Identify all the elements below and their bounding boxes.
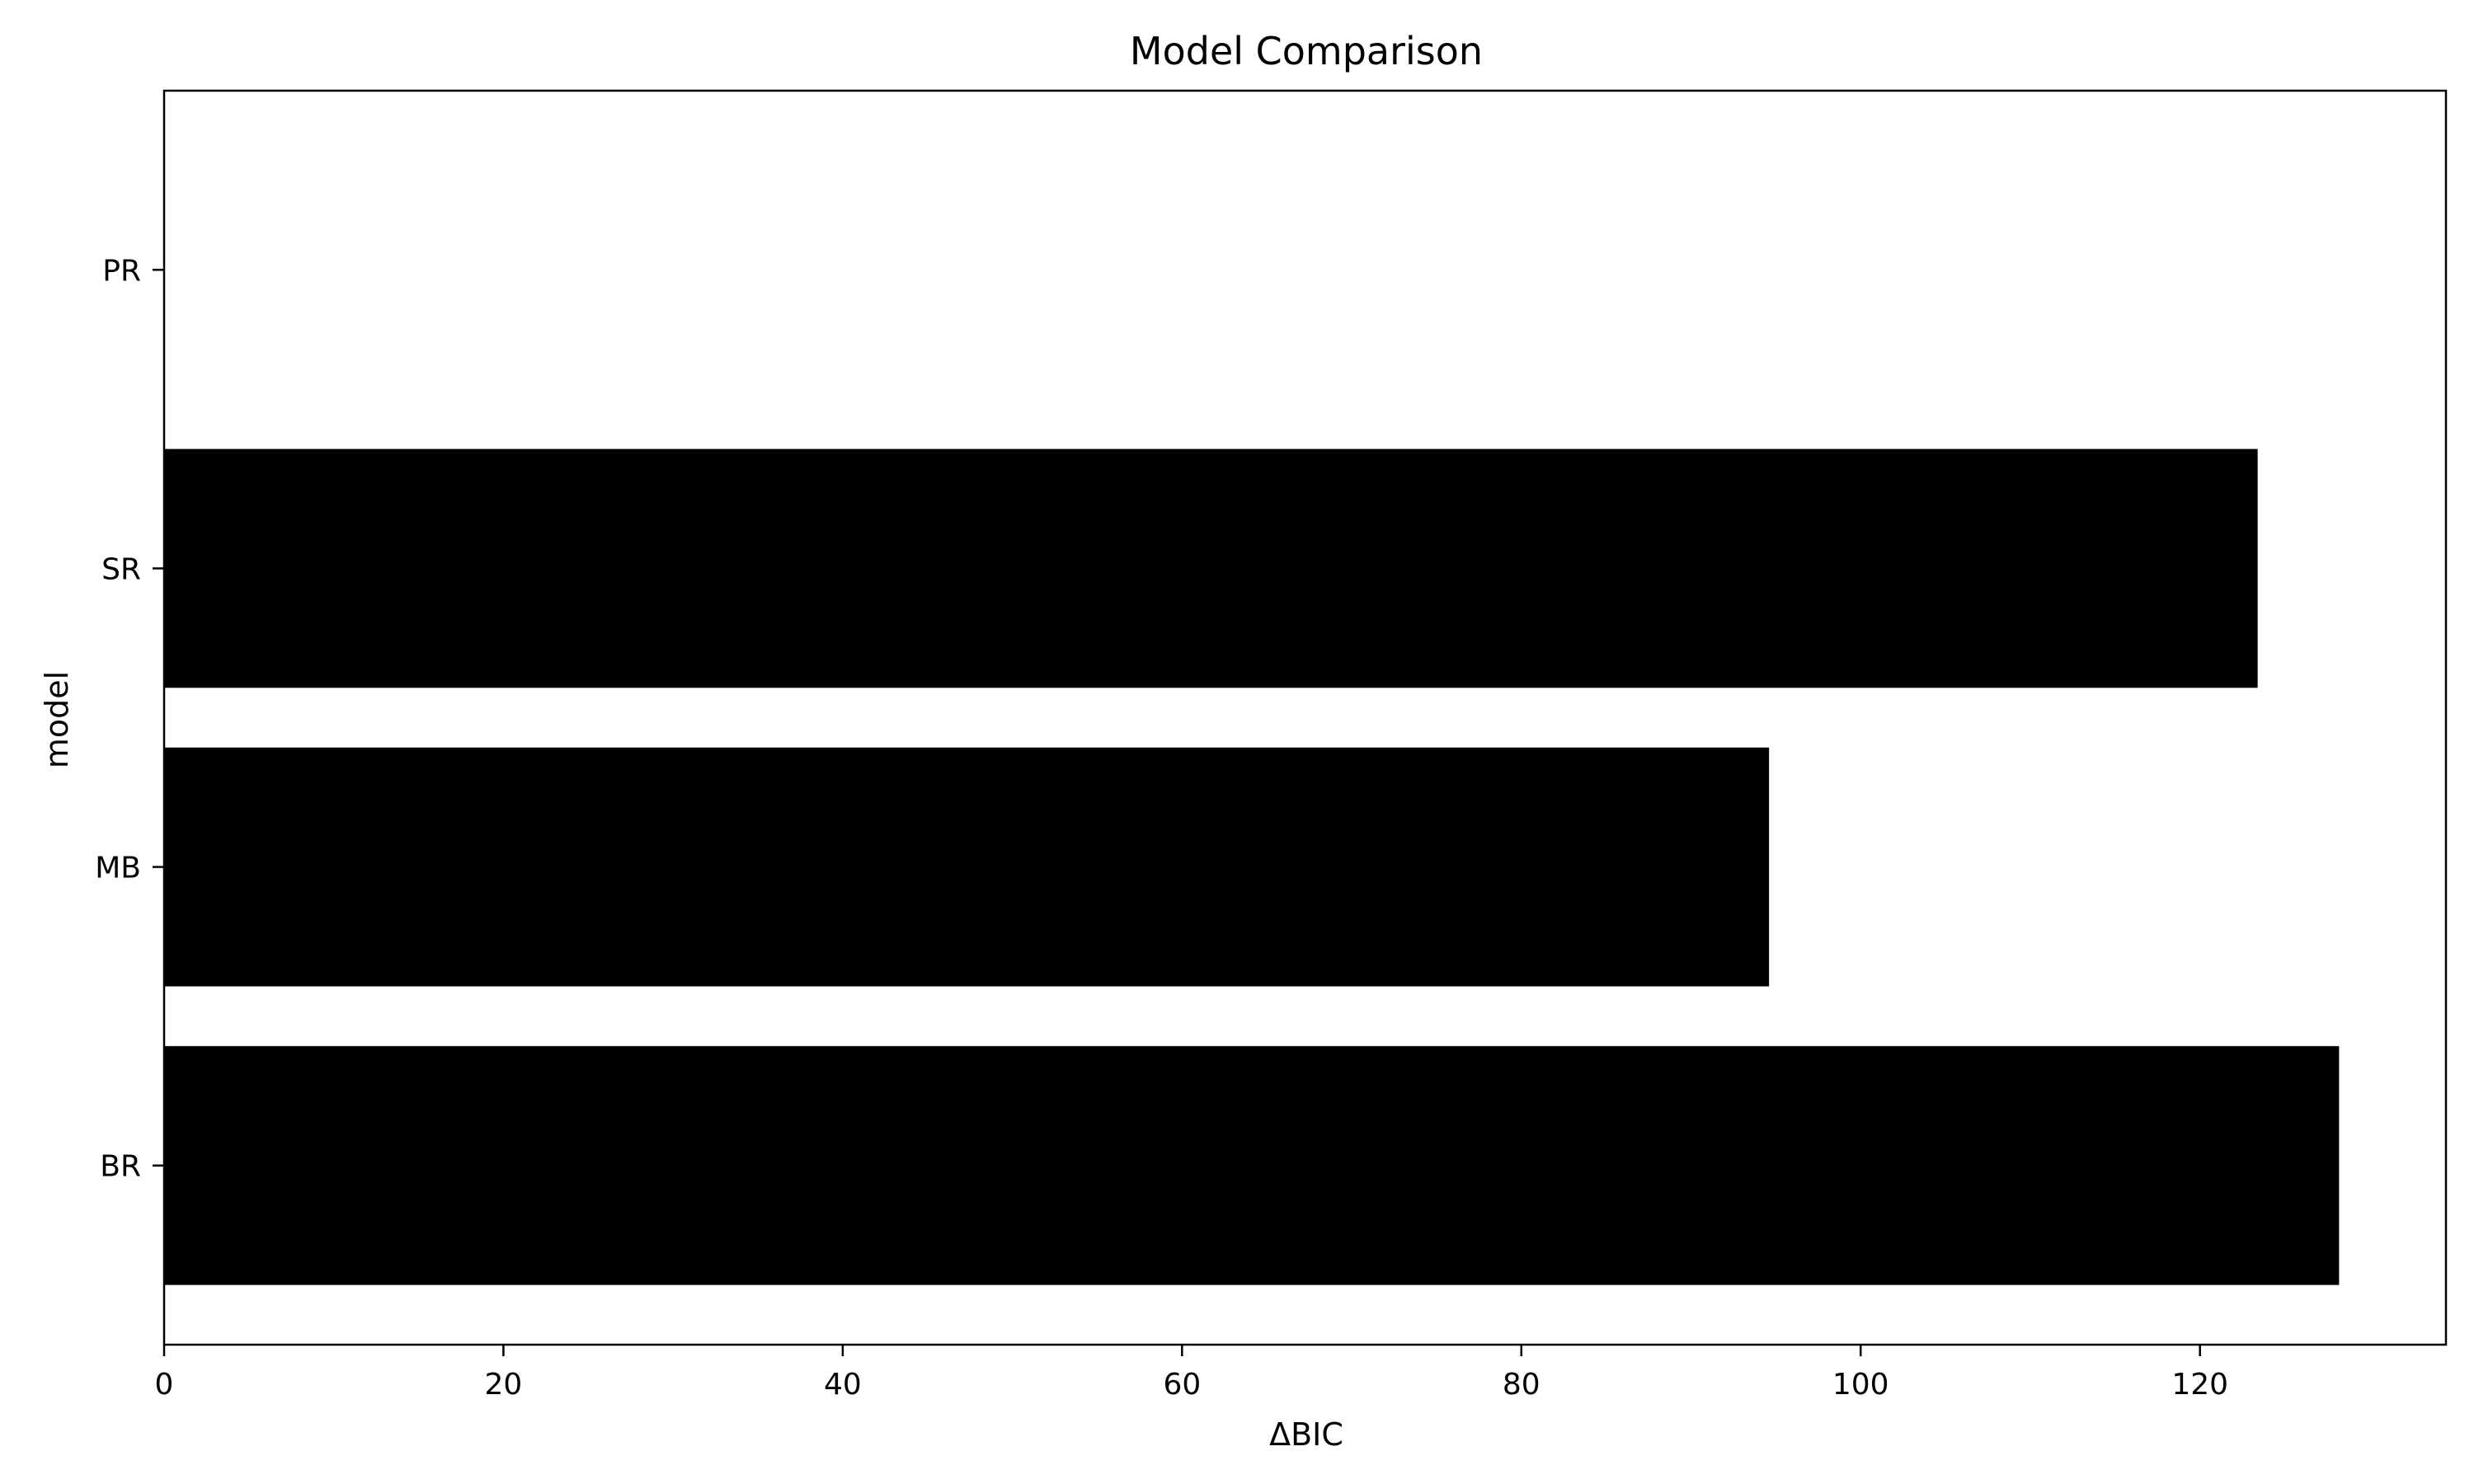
x-axis-label: ΔBIC [1269, 1416, 1343, 1453]
y-axis-label: model [39, 671, 75, 768]
y-axis: BR MB SR PR [95, 254, 164, 1184]
bar-br [164, 1045, 2340, 1285]
bars-layer [164, 448, 2340, 1285]
x-axis: 0 20 40 60 80 100 120 [155, 1345, 2228, 1402]
x-tick-label: 40 [824, 1368, 862, 1402]
y-tick-label-pr: PR [102, 254, 141, 288]
y-tick-label-sr: SR [101, 552, 141, 586]
chart-title: Model Comparison [1130, 29, 1483, 73]
bar-sr [164, 448, 2258, 688]
x-tick-label: 100 [1832, 1368, 1889, 1402]
plot-frame [162, 89, 2448, 1346]
x-tick-label: 60 [1163, 1368, 1201, 1402]
bar-mb [164, 747, 1770, 987]
x-tick-label: 120 [2171, 1368, 2228, 1402]
x-tick-label: 0 [155, 1368, 174, 1402]
x-tick-label: 20 [485, 1368, 523, 1402]
y-tick-label-mb: MB [95, 852, 141, 885]
x-tick-label: 80 [1503, 1368, 1540, 1402]
y-tick-label-br: BR [100, 1150, 141, 1184]
